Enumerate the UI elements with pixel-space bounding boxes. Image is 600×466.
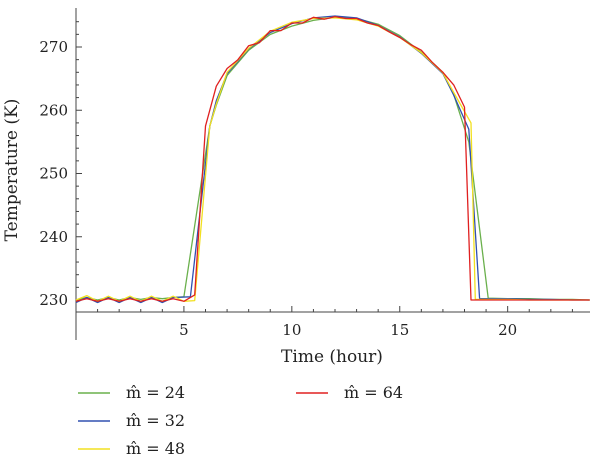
series-line-3 [75, 17, 590, 302]
y-tick-label: 270 [39, 38, 68, 56]
legend-label-1: m̂ = 24 [126, 383, 185, 402]
y-tick-label: 250 [39, 165, 68, 183]
x-axis-title: Time (hour) [281, 347, 383, 367]
y-tick-label: 230 [39, 291, 68, 309]
y-tick-label: 240 [39, 228, 68, 246]
x-tick-label: 10 [282, 321, 301, 339]
series-line-1 [75, 16, 590, 301]
axes [75, 8, 590, 340]
series-group [75, 15, 590, 304]
x-tick-label: 15 [390, 321, 409, 339]
legend-label-3: m̂ = 48 [126, 439, 185, 458]
legend: m̂ = 24 m̂ = 32 m̂ = 48 m̂ = 64 [78, 383, 403, 458]
legend-label-4: m̂ = 64 [344, 383, 403, 402]
y-axis-title: Temperature (K) [2, 99, 22, 242]
x-tick-label: 5 [179, 321, 189, 339]
series-line-4 [75, 15, 590, 302]
ticks: 5 10 15 20 230 240 250 260 270 [39, 21, 573, 339]
series-line-2 [75, 15, 590, 304]
x-tick-label: 20 [498, 321, 517, 339]
y-tick-label: 260 [39, 101, 68, 119]
legend-label-2: m̂ = 32 [126, 411, 185, 430]
